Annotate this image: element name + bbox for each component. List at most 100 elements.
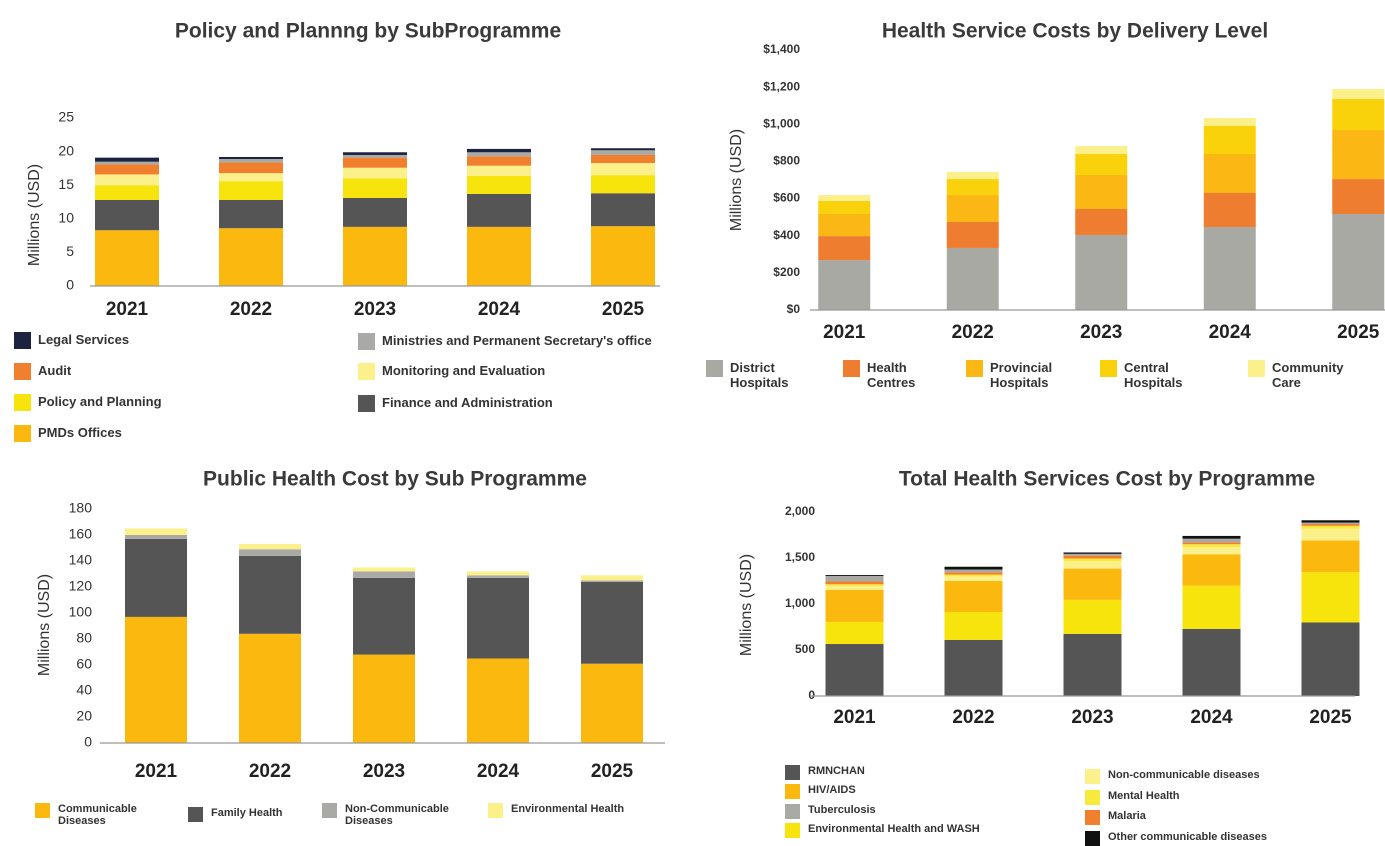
legend-label: Audit (38, 363, 72, 378)
legend-swatch (1085, 831, 1100, 846)
bar-segment (1203, 117, 1256, 126)
legend-item: Ministries and Permanent Secretary's off… (358, 333, 698, 350)
bar-segment (1301, 622, 1360, 696)
bar-segment (591, 148, 655, 151)
bar-segment (1203, 193, 1256, 227)
bar-segment (1182, 554, 1241, 586)
bar-segment (343, 167, 407, 179)
y-axis-label: Millions (USD) (26, 164, 43, 266)
legend-swatch (14, 394, 31, 411)
x-tick-label: 2021 (135, 761, 178, 782)
legend-label: Legal Services (38, 332, 130, 347)
legend-swatch (14, 363, 31, 380)
chart-title: Public Health Cost by Sub Programme (203, 468, 587, 491)
bar-segment (1182, 628, 1241, 696)
bar-segment (825, 575, 884, 582)
bar-segment (467, 571, 529, 576)
legend-item: HIV/AIDS (785, 784, 1045, 799)
y-tick-label: $0 (787, 302, 801, 316)
bar-segment (1182, 542, 1241, 545)
y-tick-label: 180 (69, 500, 93, 516)
bar-segment (353, 577, 415, 655)
legend-item: PMDs Offices (14, 425, 344, 442)
y-axis-label: Millions (USD) (36, 574, 53, 676)
bar-segment (1075, 208, 1128, 235)
y-tick-label: 1,000 (785, 596, 815, 610)
bar-segment (125, 538, 187, 617)
y-tick-label: 20 (76, 708, 92, 724)
bar-segment (1332, 99, 1385, 131)
y-tick-label: $1,200 (763, 79, 800, 93)
legend-item: Audit (14, 363, 344, 380)
y-tick-label: 1,500 (785, 550, 815, 564)
legend-swatch (488, 803, 503, 818)
y-tick-label: 160 (69, 526, 93, 542)
bar-segment (95, 230, 159, 286)
x-tick-label: 2023 (363, 761, 405, 782)
legend-item: Malaria (1085, 810, 1365, 825)
bar-segment (1182, 585, 1241, 629)
legend-label: District Hospitals (730, 360, 789, 390)
bar-segment (825, 621, 884, 645)
legend-label: Community Care (1272, 360, 1344, 390)
legend-label: Family Health (211, 807, 283, 819)
bar-segment (239, 633, 301, 743)
legend-label: RMNCHAN (808, 765, 865, 777)
bar-segment (1301, 540, 1360, 573)
x-tick-label: 2024 (1190, 707, 1233, 728)
x-tick-label: 2025 (1309, 707, 1352, 728)
bar-segment (946, 179, 999, 196)
bar-segment (343, 152, 407, 155)
bar-segment (946, 247, 999, 310)
x-tick-label: 2022 (952, 707, 994, 728)
legend-label: Malaria (1108, 810, 1146, 822)
x-tick-label: 2022 (230, 299, 272, 320)
legend-item: Tuberculosis (785, 804, 1045, 819)
legend-label: Communicable Diseases (58, 803, 137, 827)
bar-segment (1075, 154, 1128, 175)
legend-swatch (358, 333, 375, 350)
chart-title: Health Service Costs by Delivery Level (882, 20, 1268, 43)
bar-segment (239, 544, 301, 550)
y-tick-label: $1,400 (763, 42, 800, 56)
bar-segment (1182, 546, 1241, 555)
x-tick-label: 2023 (1071, 707, 1113, 728)
bar-segment (581, 580, 643, 582)
bar-segment (825, 589, 884, 622)
y-tick-label: 140 (69, 552, 93, 568)
legend-item: Environmental Health (488, 803, 658, 818)
bar-segment (125, 528, 187, 535)
bar-segment (944, 581, 1003, 613)
y-tick-label: 0 (84, 734, 92, 750)
bar-segment (1301, 522, 1360, 524)
legend-label: Tuberculosis (808, 804, 876, 816)
bar-segment (343, 154, 407, 158)
y-tick-label: $400 (773, 228, 800, 242)
bar-segment (1301, 523, 1360, 526)
y-tick-label: 10 (58, 210, 74, 226)
bar-segment (825, 584, 884, 587)
bar-segment (467, 165, 531, 176)
bar-segment (1332, 130, 1385, 180)
legend-label: PMDs Offices (38, 425, 122, 440)
bar-segment (1075, 234, 1128, 310)
y-tick-label: 15 (58, 176, 74, 192)
legend-swatch (1085, 790, 1100, 805)
bar-segment (1203, 154, 1256, 193)
y-axis-label: Millions (USD) (728, 129, 745, 231)
legend-label: Central Hospitals (1124, 360, 1183, 390)
legend-swatch (14, 425, 31, 442)
bar-segment (467, 193, 531, 227)
legend-swatch (1085, 810, 1100, 825)
bar-segment (944, 612, 1003, 640)
legend-label: Mental Health (1108, 790, 1180, 802)
legend-swatch (358, 363, 375, 380)
bar-segment (467, 148, 531, 153)
bar-segment (825, 581, 884, 585)
bar-segment (353, 571, 415, 578)
x-tick-label: 2021 (106, 299, 149, 320)
y-tick-label: 80 (76, 630, 92, 646)
bar-segment (95, 164, 159, 175)
x-tick-label: 2024 (1209, 322, 1252, 343)
